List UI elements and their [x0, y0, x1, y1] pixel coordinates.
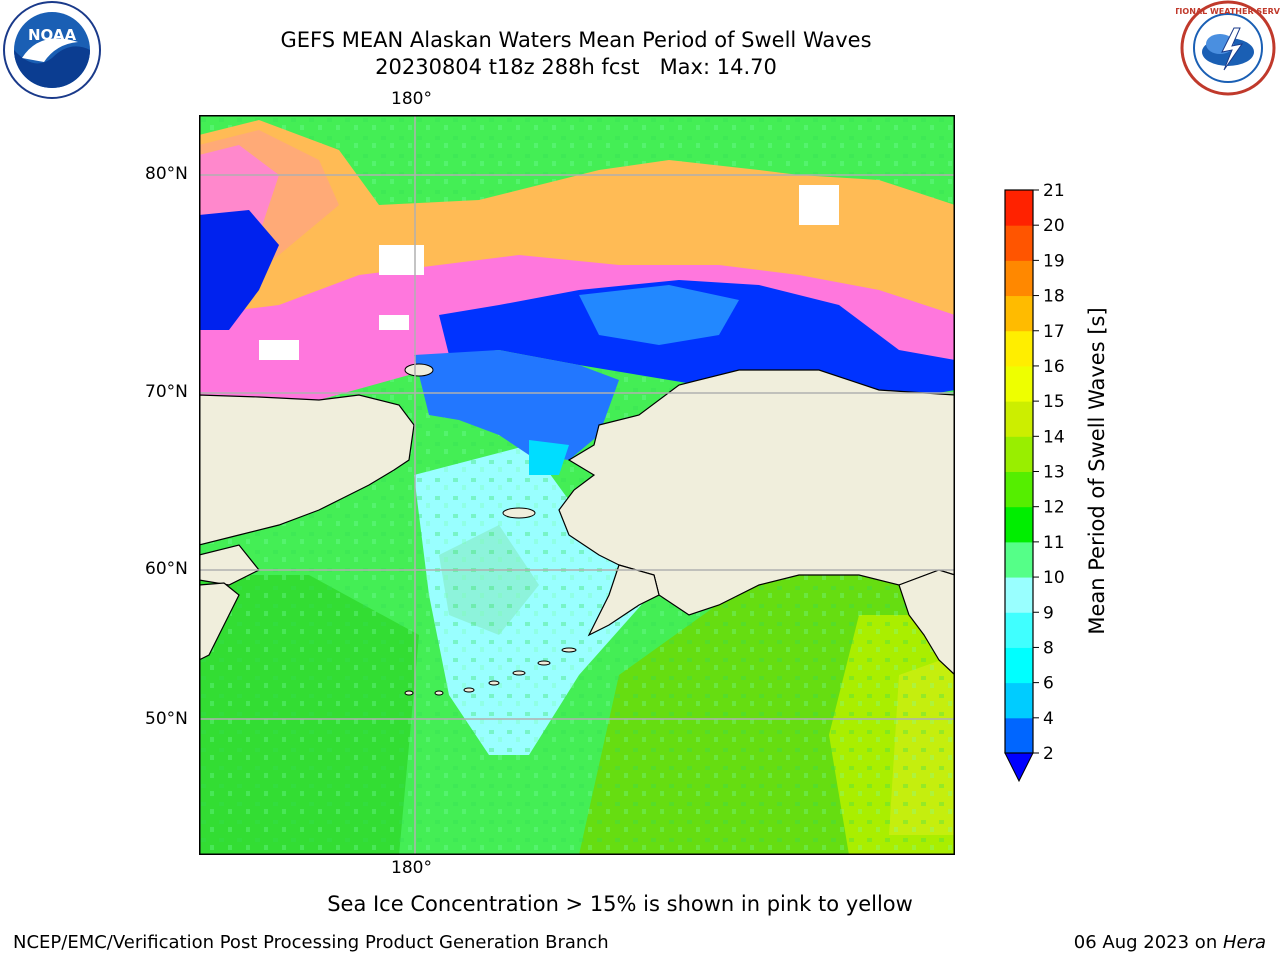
colorbar-tick-label: 17	[1043, 322, 1065, 342]
graticule	[199, 115, 955, 855]
noaa-logo-text: NOAA	[28, 26, 77, 44]
colorbar-tick-label: 20	[1043, 216, 1065, 236]
noaa-logo: NOAA	[3, 1, 101, 99]
chart-subtitle: 20230804 t18z 288h fcst Max: 14.70	[375, 55, 777, 79]
alaska-land	[558, 369, 955, 616]
nws-logo: NATIONAL WEATHER SERVICE	[1176, 0, 1280, 96]
colorbar-tick-label: 16	[1043, 357, 1065, 377]
footer-branch: NCEP/EMC/Verification Post Processing Pr…	[13, 932, 609, 953]
colorbar-segment	[1005, 330, 1033, 367]
colorbar-tick-label: 13	[1043, 463, 1065, 483]
colorbar-tick-label: 18	[1043, 287, 1065, 307]
colorbar-tick-label: 21	[1043, 181, 1065, 201]
footer-date-text: 06 Aug 2023 on	[1073, 932, 1223, 953]
nws-logo-text: NATIONAL WEATHER SERVICE	[1176, 7, 1280, 16]
colorbar-tick-label: 9	[1043, 603, 1054, 623]
colorbar-segment	[1005, 612, 1033, 648]
colorbar-tick-label: 8	[1043, 638, 1054, 658]
lon-label-bottom: 180°	[391, 858, 432, 878]
map-panel	[199, 115, 955, 855]
lat-label-50n: 50°N	[145, 709, 188, 729]
wrangel-island	[404, 363, 434, 377]
lon-label-top: 180°	[391, 89, 432, 109]
colorbar-tick-label: 10	[1043, 568, 1065, 588]
footer-machine: Hera	[1222, 932, 1266, 953]
colorbar-segment	[1005, 577, 1033, 613]
aleutian-islands	[404, 647, 577, 696]
colorbar-tick-label: 15	[1043, 392, 1065, 412]
colorbar-segment	[1005, 436, 1033, 472]
colorbar-label: Mean Period of Swell Waves [s]	[1085, 307, 1109, 635]
st-lawrence-island	[502, 507, 536, 519]
lat-label-80n: 80°N	[145, 164, 188, 184]
colorbar-segment	[1005, 541, 1033, 578]
colorbar-segment	[1005, 401, 1033, 437]
colorbar-segment	[1005, 471, 1033, 508]
chart-title: GEFS MEAN Alaskan Waters Mean Period of …	[280, 28, 872, 52]
colorbar-segment	[1005, 682, 1033, 719]
colorbar-segment	[1005, 365, 1033, 402]
colorbar-tick-label: 12	[1043, 498, 1065, 518]
colorbar-under-triangle	[1004, 752, 1034, 783]
lat-label-60n: 60°N	[145, 559, 188, 579]
map-frame	[199, 115, 955, 855]
colorbar-tick-label: 2	[1043, 744, 1054, 764]
colorbar-segment	[1005, 295, 1033, 332]
colorbar-tick-label: 19	[1043, 251, 1065, 271]
lat-label-70n: 70°N	[145, 382, 188, 402]
colorbar-segment	[1005, 190, 1033, 226]
colorbar-segment	[1005, 506, 1033, 543]
sea-ice-caption: Sea Ice Concentration > 15% is shown in …	[327, 892, 913, 916]
colorbar-segment	[1005, 260, 1033, 297]
colorbar-segment	[1005, 647, 1033, 684]
colorbar-segment	[1005, 717, 1033, 754]
footer-date: 06 Aug 2023 on Hera	[1074, 932, 1266, 953]
alaska-peninsula	[587, 564, 660, 637]
colorbar-tick-label: 11	[1043, 533, 1065, 553]
siberia-land	[199, 394, 415, 546]
low-period-zone	[199, 210, 279, 330]
colorbar-tick-label: 14	[1043, 427, 1065, 447]
colorbar-tick-label: 4	[1043, 709, 1054, 729]
colorbar-segment	[1005, 225, 1033, 261]
colorbar-tick-label: 6	[1043, 674, 1054, 694]
kamchatka-land	[199, 582, 240, 661]
colorbar: 2 4 6 8 9 10 11 12 13 14 15 16 17 18 19 20 21	[1004, 181, 1065, 783]
